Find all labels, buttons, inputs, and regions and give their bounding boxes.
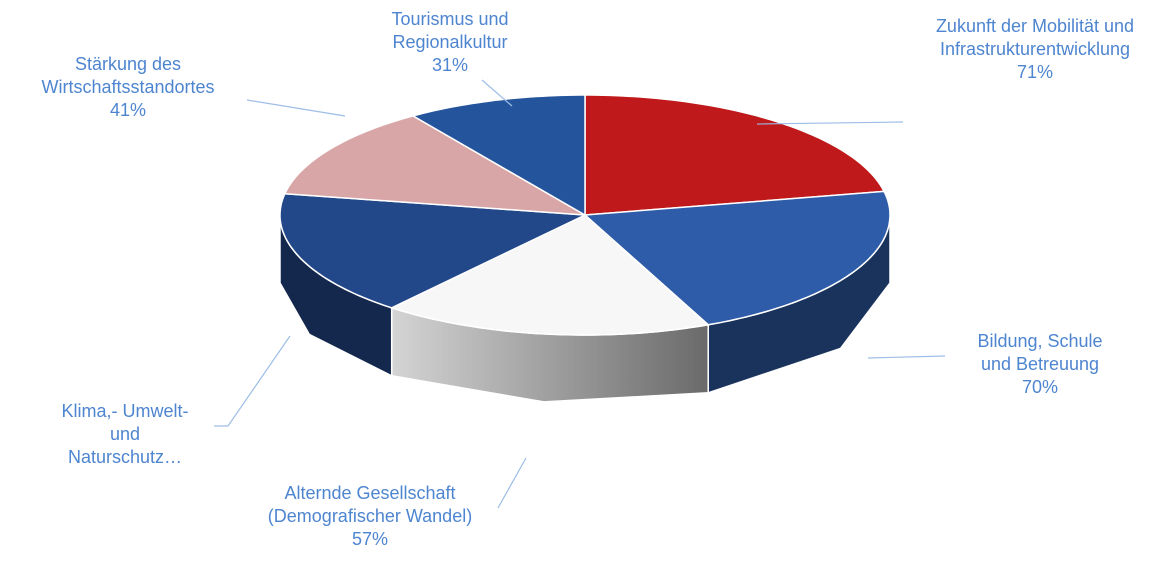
category-label: Stärkung des Wirtschaftsstandortes xyxy=(41,54,215,97)
leader-line xyxy=(497,457,527,509)
leader-lines xyxy=(214,79,946,509)
pie xyxy=(279,94,891,403)
data-label: Bildung, Schule und Betreuung 70% xyxy=(965,330,1115,399)
slice xyxy=(389,214,710,336)
category-label: Tourismus und Regionalkultur xyxy=(391,9,509,52)
value-label: 71% xyxy=(1016,62,1054,82)
leader-line xyxy=(481,79,513,107)
value-label: 70% xyxy=(1021,377,1059,397)
leader-line xyxy=(867,355,946,359)
data-label: Zukunft der Mobilität und Infrastrukture… xyxy=(933,15,1138,84)
slice xyxy=(283,115,586,216)
category-label: Bildung, Schule und Betreuung xyxy=(977,331,1103,374)
category-label: Klima,- Umwelt- und Naturschutz… xyxy=(61,401,189,467)
data-label: Alternde Gesellschaft (Demografischer Wa… xyxy=(250,482,490,551)
slice xyxy=(584,94,886,216)
value-label: 57% xyxy=(351,529,389,549)
data-label: Stärkung des Wirtschaftsstandortes 41% xyxy=(28,53,228,122)
leader-line xyxy=(756,121,904,125)
category-label: Zukunft der Mobilität und Infrastrukture… xyxy=(935,16,1135,59)
value-label: 41% xyxy=(109,100,147,120)
category-label: Alternde Gesellschaft (Demografischer Wa… xyxy=(267,483,473,526)
slice xyxy=(583,190,891,326)
leader-line xyxy=(246,99,346,117)
data-label: Tourismus und Regionalkultur 31% xyxy=(375,8,525,77)
slice xyxy=(279,192,588,309)
leader-line xyxy=(214,335,291,427)
data-label: Klima,- Umwelt- und Naturschutz… xyxy=(55,400,195,469)
slice xyxy=(411,94,586,217)
value-label: 31% xyxy=(431,55,469,75)
